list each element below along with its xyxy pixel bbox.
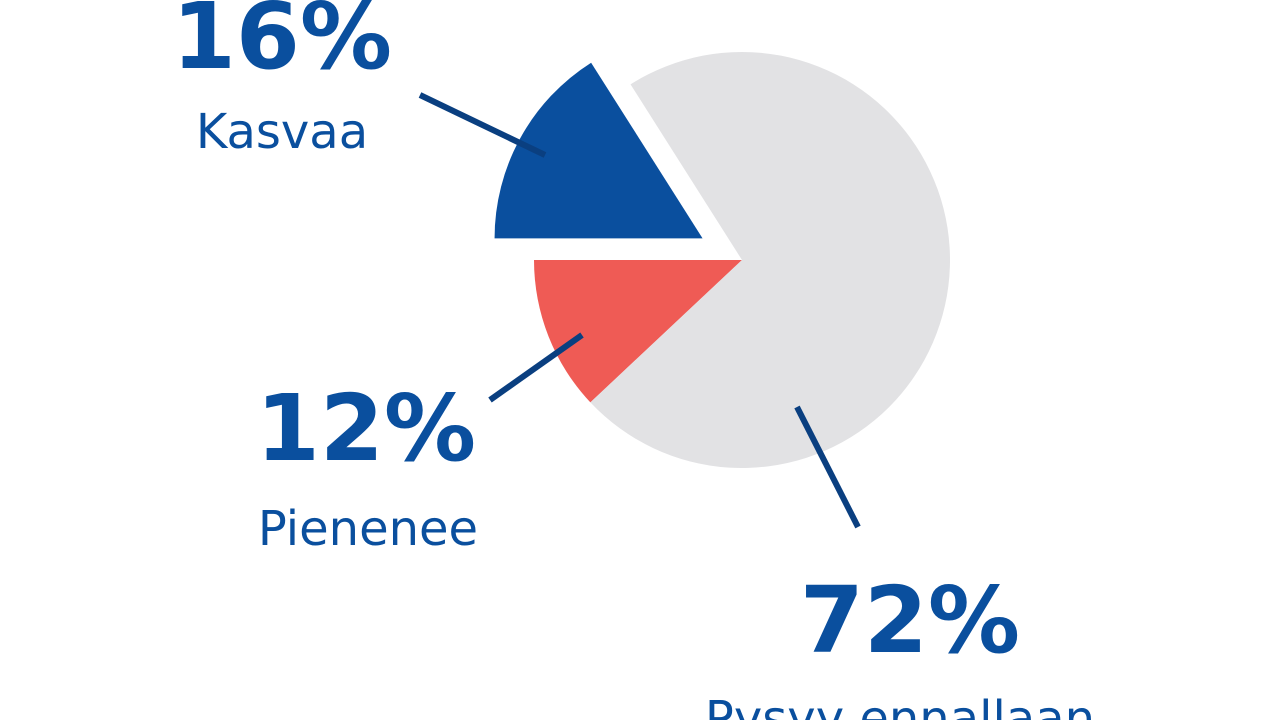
pie-slice — [494, 62, 703, 239]
category-label: Pienenee — [258, 501, 478, 557]
value-label: 12% — [256, 375, 476, 482]
pie — [494, 52, 950, 468]
value-label: 16% — [172, 0, 392, 90]
pie-slice — [590, 52, 950, 468]
leader-line — [794, 405, 861, 529]
category-label: Pysyy ennallaan — [705, 691, 1095, 720]
leader-line — [418, 92, 547, 158]
value-label: 72% — [800, 567, 1020, 674]
category-label: Kasvaa — [196, 104, 368, 160]
pie-slice — [534, 260, 742, 403]
leader-line — [488, 332, 584, 403]
